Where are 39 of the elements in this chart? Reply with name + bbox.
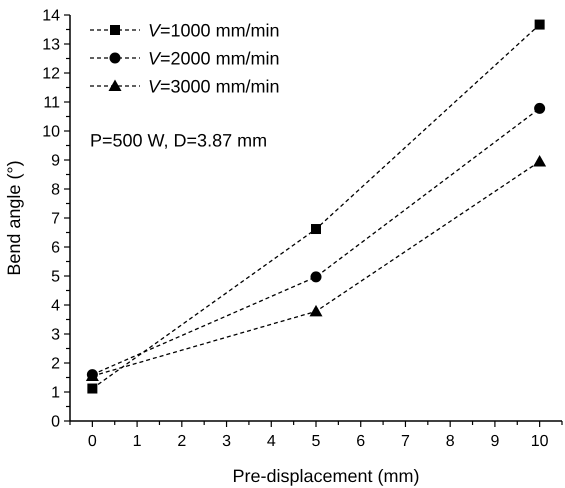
y-tick-label: 11 [43,94,60,112]
point [311,224,321,234]
x-tick-label: 0 [88,433,97,450]
y-tick-label: 13 [42,36,60,54]
y-tick-label: 14 [42,8,60,25]
point [534,20,545,30]
x-tick-label: 4 [266,433,276,450]
x-tick-label: 1 [132,433,142,450]
x-tick-label: 7 [401,433,410,450]
y-axis-title: Bend angle (°) [4,160,24,276]
y-tick-label: 7 [51,210,60,228]
y-tick-label: 10 [42,124,60,141]
x-tick-label: 6 [356,433,366,450]
y-tick-label: 9 [51,152,60,170]
point [310,304,322,316]
point [534,102,546,114]
x-tick-label: 9 [490,433,500,450]
x-tick-label: 8 [446,433,455,450]
y-tick-label: 4 [51,298,60,315]
y-tick-label: 2 [51,356,60,373]
y-tick-label: 6 [51,240,60,257]
y-tick-label: 12 [42,66,60,83]
x-tick-label: 2 [177,433,186,450]
y-tick-label: 3 [51,326,60,344]
y-tick-label: 1 [51,384,60,402]
x-tick-label: 10 [530,433,549,450]
point [87,384,98,394]
y-tick-label: 5 [51,268,60,286]
y-tick-label: 8 [51,182,60,199]
legend-label: V=1000 mm/min [148,20,280,40]
x-axis-title: Pre-displacement (mm) [232,466,420,486]
legend-label: V=2000 mm/min [148,48,280,68]
x-tick-label: 5 [312,433,321,450]
point [533,154,546,166]
annotation: P=500 W, D=3.87 mm [90,130,268,150]
point [310,271,322,282]
y-tick-label: 0 [51,414,60,431]
x-tick-label: 3 [222,433,232,450]
legend-label: V=3000 mm/min [148,76,280,96]
